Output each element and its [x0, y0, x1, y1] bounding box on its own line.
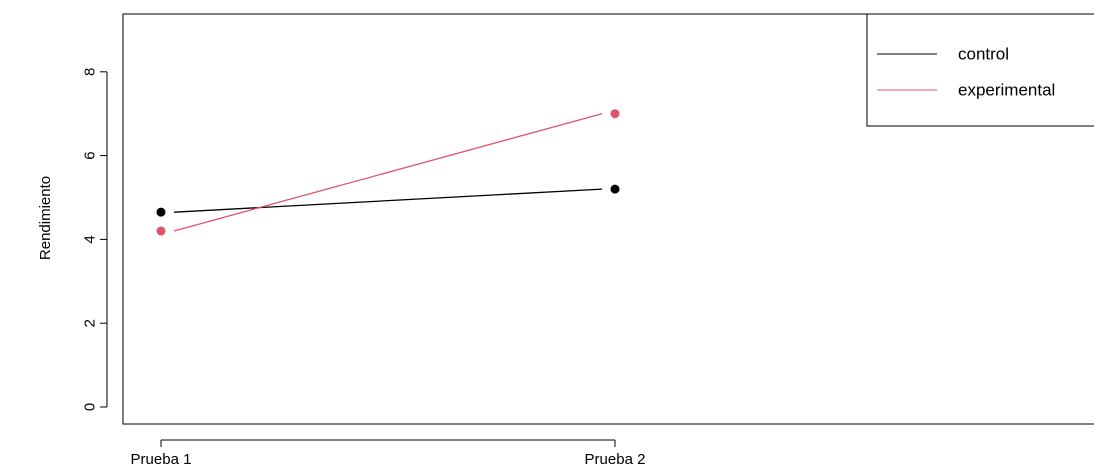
y-tick-label-2: 2 — [82, 319, 99, 327]
x-tick-label-1: Prueba 1 — [131, 451, 192, 464]
y-tick-label-8: 8 — [82, 68, 99, 76]
series-line-control — [173, 188, 603, 213]
y-axis: 0 2 4 6 8 — [82, 68, 108, 411]
point-experimental-1 — [156, 226, 166, 236]
plot-frame — [122, 13, 1094, 425]
legend: control experimental — [866, 13, 1094, 127]
legend-items: control experimental — [877, 45, 1055, 100]
legend-box — [866, 13, 1094, 127]
point-control-2 — [610, 184, 620, 194]
x-tick-label-2: Prueba 2 — [585, 451, 646, 464]
y-tick-label-4: 4 — [82, 235, 99, 243]
series-line-experimental — [173, 113, 603, 232]
y-tick-label-0: 0 — [82, 403, 99, 411]
series-layer — [156, 109, 620, 236]
point-control-1 — [156, 207, 166, 217]
y-axis-title: Rendimiento — [37, 176, 54, 260]
y-tick-label-6: 6 — [82, 151, 99, 159]
x-axis: Prueba 1 Prueba 2 — [131, 439, 646, 464]
legend-label-experimental: experimental — [958, 81, 1055, 100]
point-experimental-2 — [610, 109, 620, 119]
legend-label-control: control — [958, 45, 1009, 64]
